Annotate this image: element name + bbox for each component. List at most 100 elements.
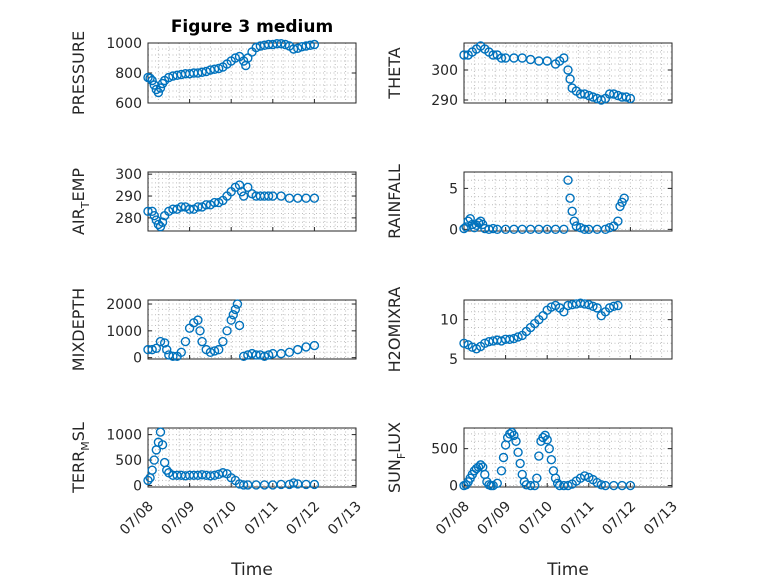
data-point: [193, 315, 203, 325]
data-point: [201, 66, 211, 77]
data-point: [218, 468, 228, 478]
data-point: [546, 455, 557, 465]
x-tick-label: 07/13: [641, 499, 681, 539]
data-point: [232, 299, 243, 309]
data-point: [230, 53, 241, 63]
data-point: [309, 340, 320, 351]
data-point: [293, 344, 303, 355]
y-axis-label: SUNFLUX: [385, 422, 408, 493]
data-point: [151, 215, 162, 225]
data-point: [151, 343, 162, 353]
data-point: [157, 217, 168, 227]
data-point: [143, 475, 153, 486]
data-point: [155, 83, 166, 93]
data-point: [147, 75, 157, 86]
data-series: [459, 175, 629, 235]
data-point: [184, 204, 195, 214]
data-point: [480, 338, 490, 348]
data-point: [609, 480, 619, 491]
subplot-5: 0 1000 2000 MIXDEPTH: [69, 288, 357, 371]
y-tick-label: 1000: [106, 428, 142, 444]
data-point: [145, 473, 155, 483]
data-series: [459, 41, 636, 105]
data-point: [567, 206, 577, 217]
axes-frame: [147, 42, 357, 104]
data-point: [162, 465, 172, 475]
data-point: [263, 350, 274, 360]
data-point: [488, 50, 498, 60]
data-point: [496, 466, 507, 476]
subplot-2: 290 300 THETA: [385, 41, 673, 109]
data-point: [157, 440, 168, 450]
data-point: [613, 300, 623, 311]
data-series: [459, 298, 623, 354]
x-axis-label: Time: [230, 560, 273, 580]
x-tick-label: 07/09: [159, 499, 199, 539]
data-point: [153, 87, 164, 98]
data-series: [143, 299, 320, 362]
data-point: [195, 326, 205, 336]
axes-frame: [463, 427, 673, 488]
data-point: [209, 470, 220, 481]
data-point: [565, 74, 575, 84]
data-point: [459, 338, 469, 348]
data-point: [473, 218, 484, 228]
data-point: [571, 221, 582, 231]
data-point: [584, 300, 594, 310]
data-series: [143, 180, 320, 232]
data-point: [588, 301, 598, 311]
data-point: [544, 443, 554, 454]
data-point: [513, 447, 523, 458]
data-point: [201, 200, 211, 210]
chart-title: Figure 3 medium: [171, 17, 333, 37]
data-point: [569, 216, 579, 226]
data-point: [584, 90, 594, 101]
subplot-6: 5 10 H2OMIXRA: [385, 287, 673, 372]
data-point: [176, 202, 186, 212]
data-point: [492, 478, 502, 489]
y-axis-label: RAINFALL: [385, 164, 404, 239]
x-axis-label: Time: [546, 560, 589, 580]
data-point: [525, 54, 536, 65]
x-tick-label: 07/12: [283, 499, 323, 539]
data-point: [550, 473, 561, 483]
data-point: [609, 301, 619, 311]
data-point: [168, 204, 178, 214]
data-point: [505, 429, 515, 439]
data-point: [293, 193, 303, 203]
data-point: [579, 471, 590, 481]
x-tick-label: 07/13: [325, 499, 365, 539]
y-axis-label: TERRMSL: [69, 422, 92, 494]
data-point: [209, 346, 220, 356]
data-point: [155, 336, 166, 347]
data-point: [579, 299, 590, 309]
y-tick-label: 500: [431, 442, 458, 458]
data-point: [475, 460, 486, 470]
data-point: [579, 89, 590, 99]
data-point: [230, 304, 241, 315]
data-point: [517, 53, 527, 63]
data-point: [238, 191, 249, 201]
x-tick-label: 07/12: [599, 499, 639, 539]
data-point: [565, 193, 575, 203]
x-tick-label: 07/10: [200, 499, 240, 539]
y-tick-label: 290: [115, 189, 142, 205]
data-point: [459, 50, 469, 60]
data-point: [159, 338, 170, 348]
data-point: [305, 40, 315, 50]
data-point: [600, 224, 611, 235]
data-point: [496, 53, 507, 63]
data-point: [465, 214, 475, 224]
data-point: [214, 344, 224, 355]
y-tick-label: 500: [115, 453, 142, 469]
y-tick-label: 0: [449, 222, 458, 238]
data-point: [515, 458, 525, 469]
data-point: [180, 336, 191, 347]
data-point: [276, 348, 286, 359]
x-tick-label: 07/09: [475, 499, 515, 539]
data-point: [284, 347, 295, 357]
data-point: [488, 223, 498, 234]
data-point: [534, 451, 544, 461]
data-point: [155, 221, 166, 232]
